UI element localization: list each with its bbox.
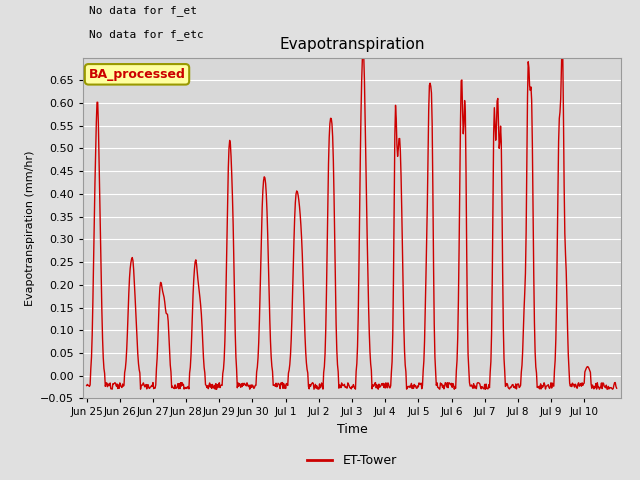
Title: Evapotranspiration: Evapotranspiration	[279, 37, 425, 52]
Y-axis label: Evapotranspiration (mm/hr): Evapotranspiration (mm/hr)	[24, 150, 35, 306]
Text: No data for f_etc: No data for f_etc	[88, 29, 204, 40]
Text: No data for f_et: No data for f_et	[88, 5, 196, 16]
Text: BA_processed: BA_processed	[88, 68, 186, 81]
Legend: ET-Tower: ET-Tower	[302, 449, 402, 472]
X-axis label: Time: Time	[337, 423, 367, 436]
